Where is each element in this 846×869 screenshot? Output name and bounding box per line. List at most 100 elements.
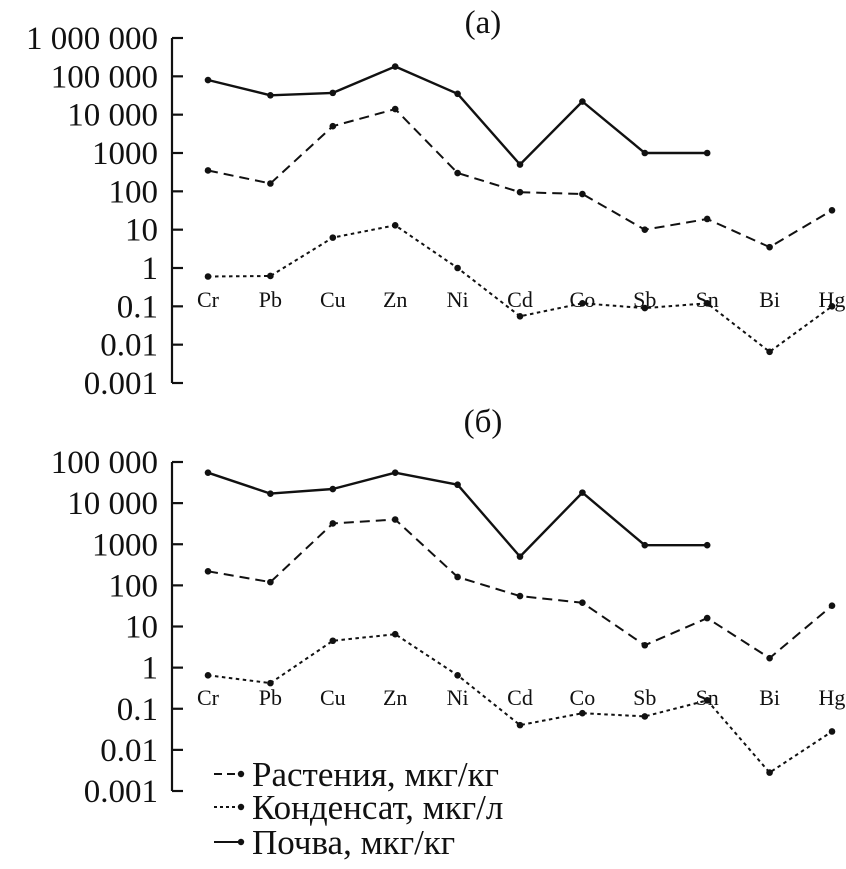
data-point-plants bbox=[703, 215, 711, 223]
y-tick-label: 1000 bbox=[92, 136, 158, 172]
legend-item-condensate: Конденсат, мкг/л bbox=[214, 788, 503, 827]
data-point-soil bbox=[204, 469, 212, 476]
x-category-label: Zn bbox=[383, 287, 407, 312]
chart-panel-2: (б) 100 000 10 000 1000 100 10 1 0.1 0.01 0.001 Cr… bbox=[51, 404, 846, 810]
y-tick-label: 0.1 bbox=[117, 692, 158, 728]
legend-label: Растения, мкг/кг bbox=[252, 755, 499, 794]
data-point-soil bbox=[267, 490, 274, 497]
data-point-condensate bbox=[391, 221, 399, 229]
data-point-plants bbox=[391, 516, 399, 523]
data-point-plants bbox=[204, 567, 212, 575]
data-point-condensate bbox=[516, 312, 524, 320]
data-point-soil bbox=[516, 161, 524, 168]
x-category-label: Pb bbox=[259, 685, 282, 710]
data-point-condensate bbox=[828, 728, 836, 735]
y-tick-label: 10 000 bbox=[67, 98, 158, 134]
data-point-soil bbox=[391, 63, 399, 70]
data-point-condensate bbox=[204, 273, 212, 280]
data-point-condensate bbox=[641, 304, 649, 312]
x-category-label: Sn bbox=[696, 287, 719, 312]
y-tick-label: 100 bbox=[109, 568, 159, 604]
y-tick-label: 0.001 bbox=[84, 366, 158, 402]
data-point-plants bbox=[641, 641, 649, 649]
data-point-soil bbox=[329, 485, 337, 493]
y-tick-label: 100 bbox=[109, 174, 159, 210]
data-point-condensate bbox=[579, 299, 586, 307]
y-tick-label: 1 bbox=[142, 651, 159, 687]
data-point-plants bbox=[204, 167, 212, 174]
x-category-label: Bi bbox=[759, 685, 780, 710]
y-tick-label: 100 000 bbox=[51, 445, 158, 481]
y-tick-label: 1000 bbox=[92, 527, 158, 563]
data-point-condensate bbox=[204, 672, 212, 679]
data-point-soil bbox=[516, 553, 524, 560]
data-point-condensate bbox=[641, 713, 649, 720]
x-category-label: Ni bbox=[447, 685, 469, 710]
data-point-plants bbox=[454, 169, 461, 177]
data-point-plants bbox=[766, 243, 773, 251]
data-point-plants bbox=[329, 122, 337, 130]
data-point-soil bbox=[703, 149, 711, 157]
legend-label: Почва, мкг/кг bbox=[252, 823, 455, 862]
data-point-plants bbox=[766, 654, 773, 662]
legend-label: Конденсат, мкг/л bbox=[252, 788, 503, 827]
x-category-label: Zn bbox=[383, 685, 407, 710]
x-category-label: Sb bbox=[633, 685, 656, 710]
data-point-condensate bbox=[703, 299, 711, 307]
data-point-soil bbox=[641, 149, 649, 157]
data-point-condensate bbox=[391, 630, 399, 638]
series-line-plants bbox=[207, 518, 833, 660]
x-category-label: Bi bbox=[759, 287, 780, 312]
y-tick-label: 10 bbox=[125, 610, 158, 646]
x-category-label: Cu bbox=[320, 287, 346, 312]
y-tick-label: 0.01 bbox=[100, 733, 158, 769]
data-point-condensate bbox=[766, 348, 773, 356]
data-point-plants bbox=[579, 190, 586, 198]
data-point-soil bbox=[329, 89, 337, 97]
data-point-soil bbox=[267, 92, 274, 99]
series-line-condensate bbox=[207, 224, 833, 353]
data-point-soil bbox=[703, 541, 711, 549]
data-point-plants bbox=[516, 592, 524, 600]
data-point-soil bbox=[391, 469, 399, 476]
legend-marker bbox=[237, 838, 245, 846]
data-point-condensate bbox=[267, 679, 274, 687]
series-line-soil bbox=[207, 65, 708, 166]
data-point-condensate bbox=[828, 303, 836, 310]
x-category-label: Cr bbox=[197, 685, 220, 710]
x-category-label: Hg bbox=[819, 685, 846, 710]
series-line-plants bbox=[207, 108, 833, 249]
x-category-label: Sb bbox=[633, 287, 656, 312]
y-tick-label: 10 000 bbox=[67, 486, 158, 522]
y-tick-label: 0.1 bbox=[117, 289, 158, 325]
legend-marker bbox=[237, 803, 245, 811]
legend-item-soil: Почва, мкг/кг bbox=[214, 823, 455, 862]
data-point-plants bbox=[516, 188, 524, 196]
x-category-label: Ni bbox=[447, 287, 469, 312]
data-point-condensate bbox=[329, 637, 337, 645]
data-point-soil bbox=[641, 541, 649, 549]
data-point-condensate bbox=[703, 697, 711, 704]
y-tick-label: 10 bbox=[125, 213, 158, 249]
y-tick-label: 0.01 bbox=[100, 328, 158, 364]
data-point-soil bbox=[579, 489, 586, 496]
data-point-condensate bbox=[766, 769, 773, 776]
data-point-condensate bbox=[454, 264, 461, 272]
data-point-condensate bbox=[454, 672, 461, 679]
panel-label: (а) bbox=[465, 5, 502, 41]
data-point-plants bbox=[703, 614, 711, 622]
data-point-plants bbox=[579, 599, 586, 606]
x-category-label: Co bbox=[570, 685, 596, 710]
data-point-plants bbox=[828, 207, 836, 214]
data-point-condensate bbox=[329, 234, 337, 241]
data-point-plants bbox=[267, 180, 274, 187]
panel-label: (б) bbox=[464, 404, 503, 440]
y-tick-label: 100 000 bbox=[51, 59, 158, 95]
series-line-condensate bbox=[207, 633, 833, 774]
data-point-soil bbox=[454, 481, 461, 489]
data-point-soil bbox=[454, 90, 461, 98]
data-point-plants bbox=[329, 520, 337, 527]
data-point-condensate bbox=[516, 721, 524, 729]
